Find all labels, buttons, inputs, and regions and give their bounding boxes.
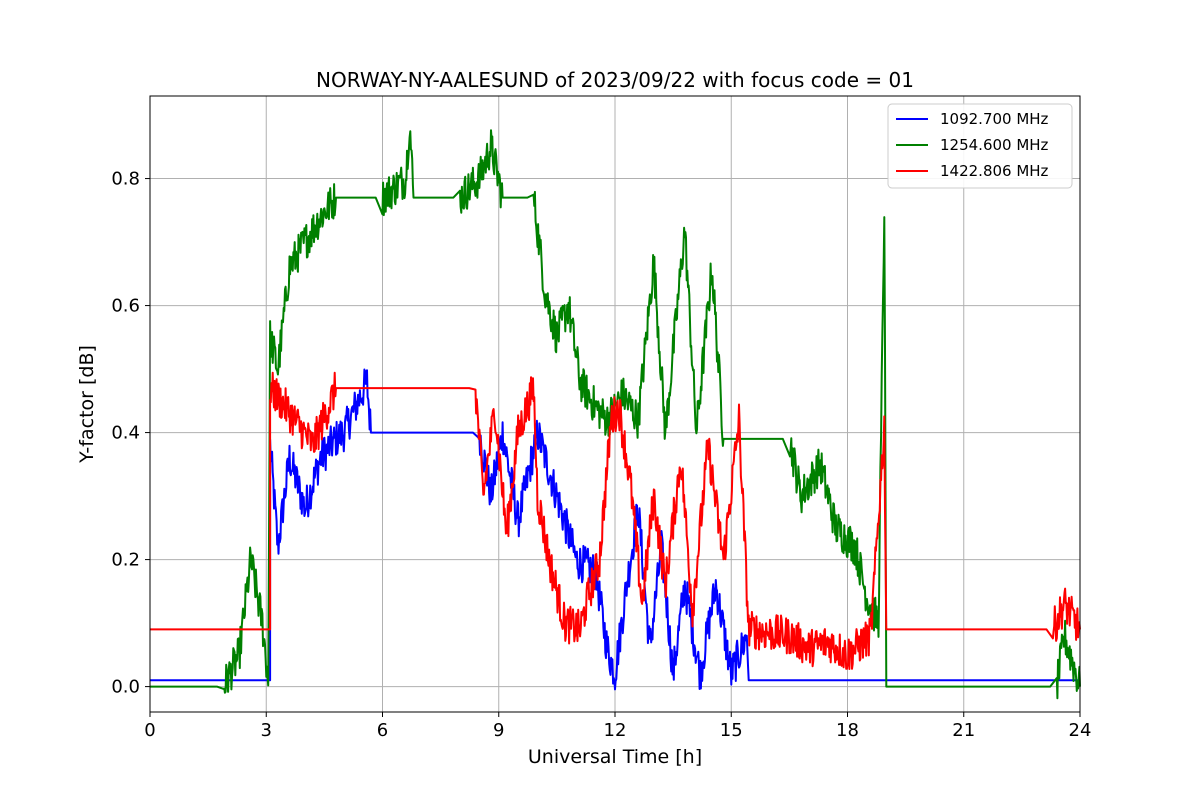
y-tick-label-1: 0.2 (111, 550, 140, 571)
x-tick-label-4: 12 (604, 720, 627, 741)
legend: 1092.700 MHz 1254.600 MHz 1422.806 MHz (887, 103, 1073, 189)
plot-series (150, 129, 1081, 700)
y-tick-label-0: 0.0 (111, 677, 140, 698)
y-tick-label-2: 0.4 (111, 423, 140, 444)
x-tick-label-6: 18 (836, 720, 859, 741)
legend-box (887, 103, 1073, 189)
y-axis-label: Y-factor [dB] (76, 345, 98, 464)
axis-ticks: 0 3 6 9 12 15 18 21 24 0.0 0.2 0.4 0.6 0.8 (111, 169, 1091, 741)
x-tick-label-0: 0 (144, 720, 155, 741)
x-tick-label-2: 6 (377, 720, 388, 741)
series-line-1 (150, 368, 1080, 691)
legend-label-1: 1092.700 MHz (940, 110, 1049, 128)
y-tick-label-3: 0.6 (111, 296, 140, 317)
series-line-2 (150, 129, 1081, 700)
x-tick-label-8: 24 (1069, 720, 1092, 741)
legend-label-2: 1254.600 MHz (940, 136, 1049, 154)
x-tick-label-3: 9 (493, 720, 504, 741)
series-2 (150, 129, 1081, 700)
x-tick-label-1: 3 (261, 720, 272, 741)
x-axis-label: Universal Time [h] (528, 746, 702, 768)
y-tick-label-4: 0.8 (111, 169, 140, 190)
chart-title: NORWAY-NY-AALESUND of 2023/09/22 with fo… (316, 68, 914, 92)
x-tick-label-5: 15 (720, 720, 743, 741)
series-3 (150, 371, 1081, 670)
series-1 (150, 368, 1080, 691)
legend-label-3: 1422.806 MHz (940, 162, 1049, 180)
series-line-3 (150, 371, 1081, 670)
x-tick-label-7: 21 (952, 720, 975, 741)
